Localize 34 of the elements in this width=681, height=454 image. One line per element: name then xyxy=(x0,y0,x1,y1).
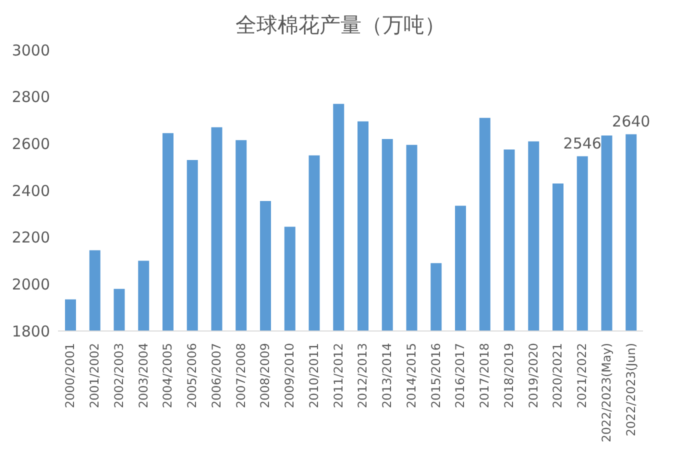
x-tick-label: 2011/2012 xyxy=(331,343,346,408)
x-tick-label: 2003/2004 xyxy=(136,343,150,408)
x-tick-label: 2008/2009 xyxy=(258,343,272,408)
x-tick-label: 2017/2018 xyxy=(478,343,492,408)
x-tick-label: 2019/2020 xyxy=(526,343,540,408)
x-tick-label: 2001/2002 xyxy=(88,343,102,408)
x-tick-label: 2018/2019 xyxy=(502,343,516,408)
x-tick-label: 2013/2014 xyxy=(380,343,394,408)
x-tick-label: 2009/2010 xyxy=(282,343,297,408)
x-tick-label: 2016/2017 xyxy=(453,343,468,408)
x-tick-label: 2005/2006 xyxy=(185,343,200,408)
data-label: 2546 xyxy=(563,134,602,152)
x-tick-label: 2000/2001 xyxy=(63,343,78,408)
y-tick-label: 2200 xyxy=(12,228,50,247)
y-tick-label: 2800 xyxy=(12,88,50,106)
chart-title: 全球棉花产量（万吨） xyxy=(234,12,446,39)
x-tick-label: 2002/2003 xyxy=(112,343,126,408)
y-tick-label: 2000 xyxy=(12,275,50,294)
x-tick-label: 2015/2016 xyxy=(428,343,443,408)
x-tick-label: 2021/2022 xyxy=(575,343,590,408)
y-tick-label: 3000 xyxy=(12,41,50,60)
y-tick-label: 1800 xyxy=(12,322,50,340)
x-tick-label: 2010/2011 xyxy=(306,343,321,408)
x-tick-label: 2022/2023(May) xyxy=(599,343,614,442)
x-tick-label: 2020/2021 xyxy=(550,343,565,408)
y-tick-label: 2600 xyxy=(12,134,50,153)
x-tick-label: 2004/2005 xyxy=(160,343,175,408)
x-tick-label: 2022/2023(Jun) xyxy=(624,343,638,436)
y-tick-label: 2400 xyxy=(12,182,50,200)
x-tick-label: 2012/2013 xyxy=(356,343,370,408)
x-tick-label: 2006/2007 xyxy=(209,343,224,408)
data-label: 2640 xyxy=(612,112,650,130)
x-tick-label: 2014/2015 xyxy=(404,343,418,408)
x-tick-label: 2007/2008 xyxy=(234,343,248,408)
